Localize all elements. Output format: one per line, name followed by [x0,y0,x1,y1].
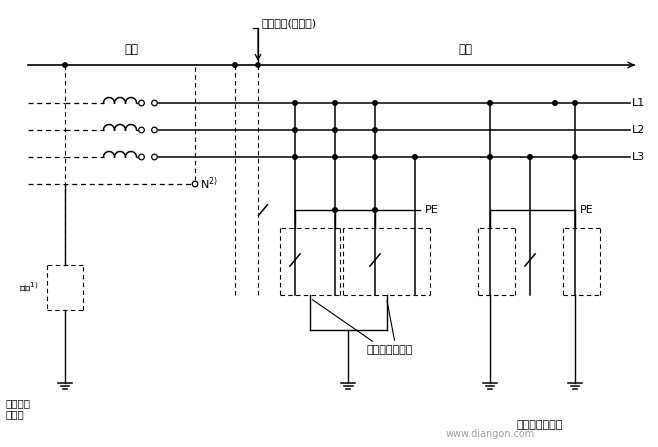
Text: L3: L3 [632,152,645,162]
Text: $\mathregular{N}^{2)}$: $\mathregular{N}^{2)}$ [200,176,218,192]
Circle shape [192,181,198,187]
Text: 装置的保护接地: 装置的保护接地 [517,420,563,430]
Circle shape [553,101,557,105]
Text: PE: PE [425,205,439,215]
Circle shape [333,101,338,105]
Text: 配电系统(如果有): 配电系统(如果有) [261,18,316,28]
Circle shape [572,101,577,105]
Circle shape [139,127,144,133]
Circle shape [256,63,260,67]
Circle shape [63,63,67,67]
Circle shape [528,155,532,159]
Text: www.diangon.com: www.diangon.com [445,429,534,439]
Circle shape [333,208,338,212]
Circle shape [333,128,338,132]
Circle shape [413,155,417,159]
Text: L1: L1 [632,98,645,108]
Text: PE: PE [580,205,594,215]
Circle shape [293,101,297,105]
Circle shape [293,155,297,159]
Circle shape [372,155,377,159]
Circle shape [233,63,237,67]
Text: 装置: 装置 [458,43,472,56]
Circle shape [333,155,338,159]
Circle shape [152,154,157,160]
Text: 外露可导电部分: 外露可导电部分 [367,345,413,355]
Circle shape [139,154,144,160]
Circle shape [152,100,157,106]
Circle shape [572,155,577,159]
Circle shape [372,208,377,212]
Circle shape [372,101,377,105]
Text: 阻抗$^{1)}$: 阻抗$^{1)}$ [19,281,39,295]
Circle shape [488,155,492,159]
Circle shape [372,128,377,132]
Circle shape [488,101,492,105]
Text: 电源: 电源 [124,43,138,56]
Circle shape [152,127,157,133]
Circle shape [139,100,144,106]
Text: L2: L2 [632,125,645,135]
Text: 在电源处
的接地: 在电源处 的接地 [5,398,30,420]
Circle shape [293,128,297,132]
